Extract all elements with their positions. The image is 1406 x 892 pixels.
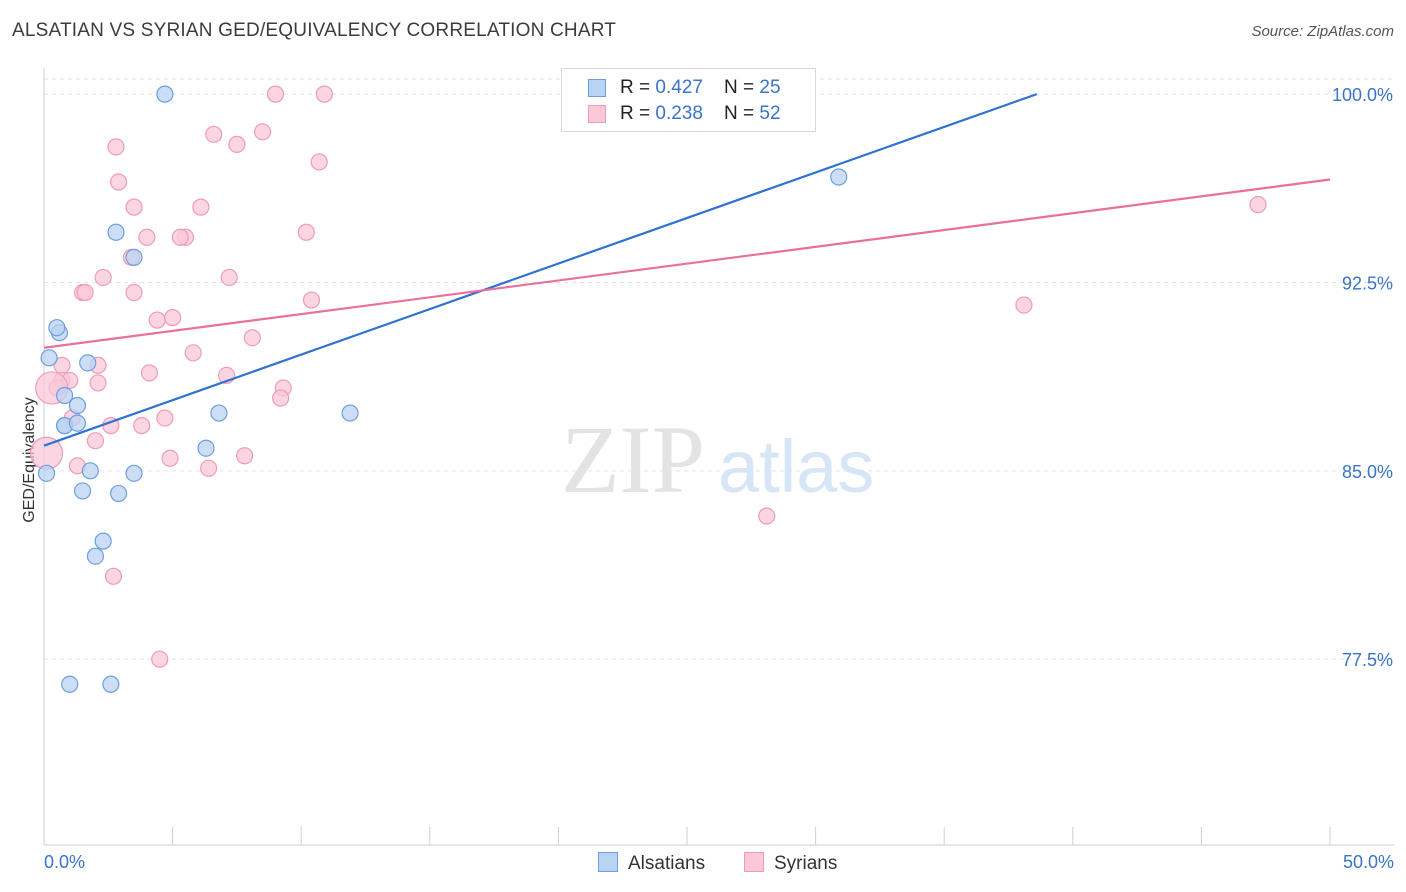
syrian-point bbox=[171, 228, 189, 246]
alsatian-point bbox=[94, 532, 112, 550]
legend-n-label: N = bbox=[724, 103, 760, 124]
y-tick-label: 77.5% bbox=[1342, 650, 1393, 670]
syrian-point bbox=[254, 123, 272, 141]
syrians-points bbox=[29, 85, 1267, 668]
y-tick-labels: 77.5% 85.0% 92.5% 100.0% bbox=[1332, 85, 1393, 670]
legend-r-value-alsatians: 0.427 bbox=[655, 77, 703, 98]
syrian-point bbox=[109, 173, 128, 191]
syrian-point bbox=[107, 138, 125, 156]
zipatlas-watermark: ZIP atlas bbox=[561, 406, 874, 513]
syrians-swatch bbox=[588, 105, 606, 123]
alsatian-point bbox=[109, 484, 128, 503]
alsatian-point bbox=[125, 464, 143, 482]
alsatian-point bbox=[197, 439, 215, 457]
syrian-point bbox=[272, 389, 290, 407]
alsatian-point bbox=[81, 462, 99, 480]
x-tick-label-min: 0.0% bbox=[44, 852, 86, 872]
syrian-point bbox=[89, 374, 107, 392]
axes-layer bbox=[43, 68, 1394, 846]
stats-legend: R = 0.427 N = 25 R = 0.238 N = 52 bbox=[561, 68, 816, 132]
y-tick-label: 100.0% bbox=[1332, 85, 1393, 105]
syrian-point bbox=[1249, 196, 1267, 214]
x-tick-label-max: 50.0% bbox=[1342, 852, 1394, 872]
syrian-point bbox=[151, 650, 169, 668]
syrian-point bbox=[205, 125, 223, 143]
legend-n-value-syrians: 52 bbox=[759, 103, 781, 124]
syrian-point bbox=[243, 329, 261, 347]
alsatian-point bbox=[86, 547, 105, 565]
syrian-point bbox=[302, 291, 321, 309]
syrian-point bbox=[125, 198, 143, 216]
bottom-legend-syrians-label: Syrians bbox=[774, 853, 838, 874]
syrian-point bbox=[148, 311, 166, 329]
y-tick-label: 85.0% bbox=[1342, 462, 1393, 482]
alsatians-swatch bbox=[588, 79, 606, 97]
syrian-point bbox=[104, 567, 123, 585]
alsatians-swatch bbox=[598, 852, 618, 872]
syrian-point bbox=[297, 223, 315, 241]
syrian-point bbox=[200, 459, 218, 477]
syrian-point bbox=[29, 436, 64, 470]
syrian-point bbox=[86, 432, 105, 450]
syrian-point bbox=[156, 409, 174, 427]
alsatian-point bbox=[341, 404, 359, 422]
alsatian-point bbox=[48, 319, 66, 337]
syrians-trend-line bbox=[43, 178, 1331, 349]
syrian-point bbox=[192, 198, 210, 216]
syrian-point bbox=[315, 85, 333, 103]
alsatian-point bbox=[55, 386, 74, 405]
syrian-point bbox=[184, 344, 202, 362]
syrian-point bbox=[94, 268, 112, 287]
watermark-zip: ZIP bbox=[561, 406, 705, 513]
syrians-swatch bbox=[744, 852, 764, 872]
regression-lines bbox=[43, 93, 1331, 447]
alsatian-point bbox=[68, 396, 87, 415]
alsatian-point bbox=[210, 404, 228, 422]
alsatian-point bbox=[107, 223, 125, 241]
source-credit: Source: ZipAtlas.com bbox=[1251, 23, 1394, 40]
syrian-point bbox=[236, 447, 254, 465]
syrian-point bbox=[266, 85, 285, 103]
syrian-point bbox=[228, 135, 246, 153]
alsatian-point bbox=[830, 168, 848, 186]
legend-r-label: R = bbox=[620, 77, 656, 98]
alsatian-point bbox=[40, 349, 58, 367]
syrian-point bbox=[140, 364, 159, 382]
alsatian-point bbox=[61, 675, 79, 693]
syrian-point bbox=[138, 228, 156, 246]
alsatian-point bbox=[79, 354, 97, 372]
watermark-atlas: atlas bbox=[718, 425, 874, 508]
syrian-point bbox=[758, 507, 776, 525]
grid-layer bbox=[44, 78, 1394, 660]
syrian-point bbox=[164, 309, 182, 327]
bottom-legend-alsatians: Alsatians bbox=[598, 852, 705, 875]
alsatian-point bbox=[68, 414, 87, 432]
syrian-point bbox=[220, 268, 238, 287]
alsatian-point bbox=[73, 482, 92, 500]
alsatian-point bbox=[125, 248, 143, 266]
legend-r-label: R = bbox=[620, 103, 656, 124]
syrian-point bbox=[125, 283, 143, 302]
bottom-legend-syrians: Syrians bbox=[744, 852, 837, 875]
alsatian-point bbox=[156, 85, 174, 103]
legend-n-label: N = bbox=[724, 77, 760, 98]
syrian-point bbox=[76, 283, 94, 302]
syrian-point bbox=[310, 153, 328, 171]
alsatian-point bbox=[37, 464, 56, 482]
legend-n-value-alsatians: 25 bbox=[759, 77, 781, 98]
alsatians-trend-line bbox=[43, 93, 1038, 447]
y-tick-label: 92.5% bbox=[1342, 273, 1393, 293]
legend-r-value-syrians: 0.238 bbox=[655, 103, 703, 124]
chart-title: ALSATIAN VS SYRIAN GED/EQUIVALENCY CORRE… bbox=[12, 20, 617, 41]
syrian-point bbox=[1015, 296, 1033, 314]
syrian-point bbox=[133, 417, 151, 435]
syrian-point bbox=[161, 449, 179, 467]
bottom-legend-alsatians-label: Alsatians bbox=[628, 853, 706, 874]
alsatians-points bbox=[37, 85, 848, 693]
alsatian-point bbox=[102, 675, 120, 693]
